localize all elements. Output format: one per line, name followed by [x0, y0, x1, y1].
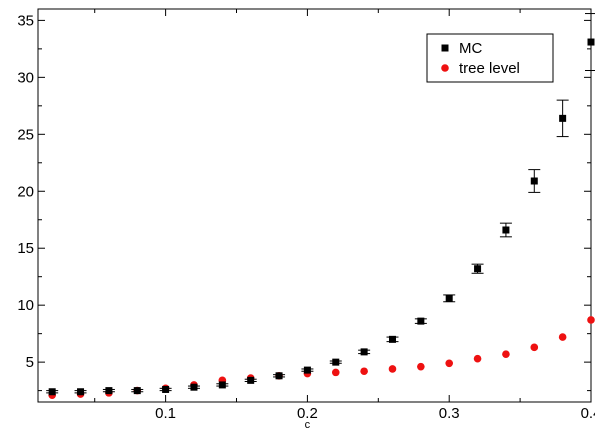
mc-point: [77, 388, 85, 396]
legend-label: tree level: [459, 60, 520, 77]
series-layer: [46, 13, 595, 399]
plot-area: [37, 8, 592, 403]
mc-point: [162, 385, 170, 393]
y-tick-label: 30: [17, 69, 34, 86]
tree-level-point: [558, 333, 567, 341]
series-mc: [46, 13, 595, 396]
axis-ticks: [38, 9, 592, 402]
mc-point: [190, 383, 198, 391]
legend: MC tree level: [426, 33, 554, 83]
mc-point: [332, 358, 340, 366]
mc-point: [303, 366, 311, 374]
mc-point: [275, 372, 283, 380]
legend-box: [426, 33, 554, 83]
mc-point: [587, 38, 595, 46]
axis-tick-labels: 0.1 0.2 0.3 0.4 5 10 15 20 25 30 35: [17, 12, 595, 422]
y-tick-label: 20: [17, 183, 34, 200]
mc-point: [502, 226, 510, 234]
tree-level-point: [502, 350, 510, 358]
x-tick-label: 0.2: [297, 405, 318, 422]
legend-marker-tree-level: [441, 64, 449, 72]
y-tick-label: 15: [17, 240, 34, 257]
y-tick-label: 10: [17, 297, 34, 314]
tree-level-point: [331, 368, 340, 377]
mc-point: [417, 317, 425, 325]
x-tick-label: 0.3: [439, 405, 460, 422]
tree-level-point: [388, 365, 397, 373]
mc-point: [360, 348, 368, 356]
mc-point: [474, 265, 482, 273]
mc-point: [445, 294, 453, 302]
y-tick-label: 25: [17, 126, 34, 143]
mc-point: [247, 376, 255, 384]
tree-level-point: [587, 316, 595, 324]
tree-level-point: [530, 343, 539, 352]
tree-level-point: [360, 367, 368, 376]
tree-level-point: [473, 354, 482, 363]
legend-label: MC: [459, 40, 482, 57]
y-tick-label: 5: [26, 354, 34, 371]
x-tick-label: 0.1: [155, 405, 176, 422]
y-tick-label: 35: [17, 12, 34, 29]
mc-point: [559, 114, 567, 122]
tree-level-point: [445, 359, 454, 368]
x-tick-label: 0.4: [581, 405, 595, 422]
mc-point: [48, 388, 56, 396]
series-tree-level: [48, 316, 595, 399]
x-axis-label: c: [305, 419, 311, 431]
mc-point: [133, 387, 141, 395]
mc-point: [530, 177, 538, 185]
tree-level-point: [417, 362, 425, 371]
mc-point: [218, 381, 226, 389]
legend-marker-mc: [441, 44, 449, 52]
mc-point: [388, 335, 396, 343]
mc-point: [105, 387, 113, 395]
